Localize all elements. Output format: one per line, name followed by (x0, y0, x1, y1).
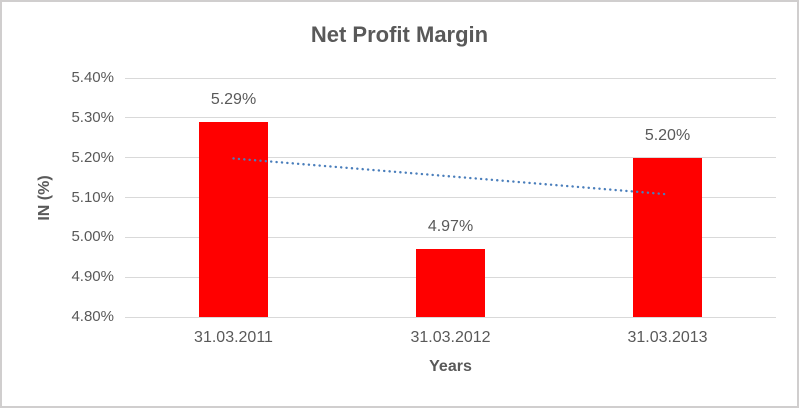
bar (199, 121, 268, 317)
gridline (125, 117, 776, 119)
bar-value-label: 5.29% (210, 90, 257, 108)
y-tick-label: 5.10% (71, 188, 114, 206)
y-tick-label: 5.40% (71, 69, 114, 86)
gridline (125, 236, 776, 238)
bar (416, 249, 485, 317)
gridline (125, 316, 776, 318)
trendline-dotted-line (232, 157, 669, 196)
x-axis-title: Years (429, 358, 472, 375)
y-tick-label: 4.80% (71, 308, 114, 325)
gridline (125, 77, 776, 79)
x-tick-label: 31.03.2011 (194, 329, 273, 346)
y-tick-label: 4.90% (71, 268, 114, 286)
gridline (125, 157, 776, 159)
trendline (232, 157, 669, 196)
y-tick-label: 5.20% (71, 148, 114, 166)
bar-value-label: 4.97% (427, 218, 474, 236)
x-tick-label: 31.03.2013 (627, 329, 708, 346)
bar (633, 157, 702, 317)
plot-area: 5.29% 4.97% 5.20% (125, 77, 776, 318)
y-tick-label: 5.30% (71, 108, 114, 126)
x-tick-label: 31.03.2012 (410, 329, 491, 346)
y-tick-label: 5.00% (71, 228, 114, 246)
gridline (125, 197, 776, 198)
chart-title: Net Profit Margin (310, 22, 489, 47)
bar-value-label: 5.20% (644, 126, 691, 144)
